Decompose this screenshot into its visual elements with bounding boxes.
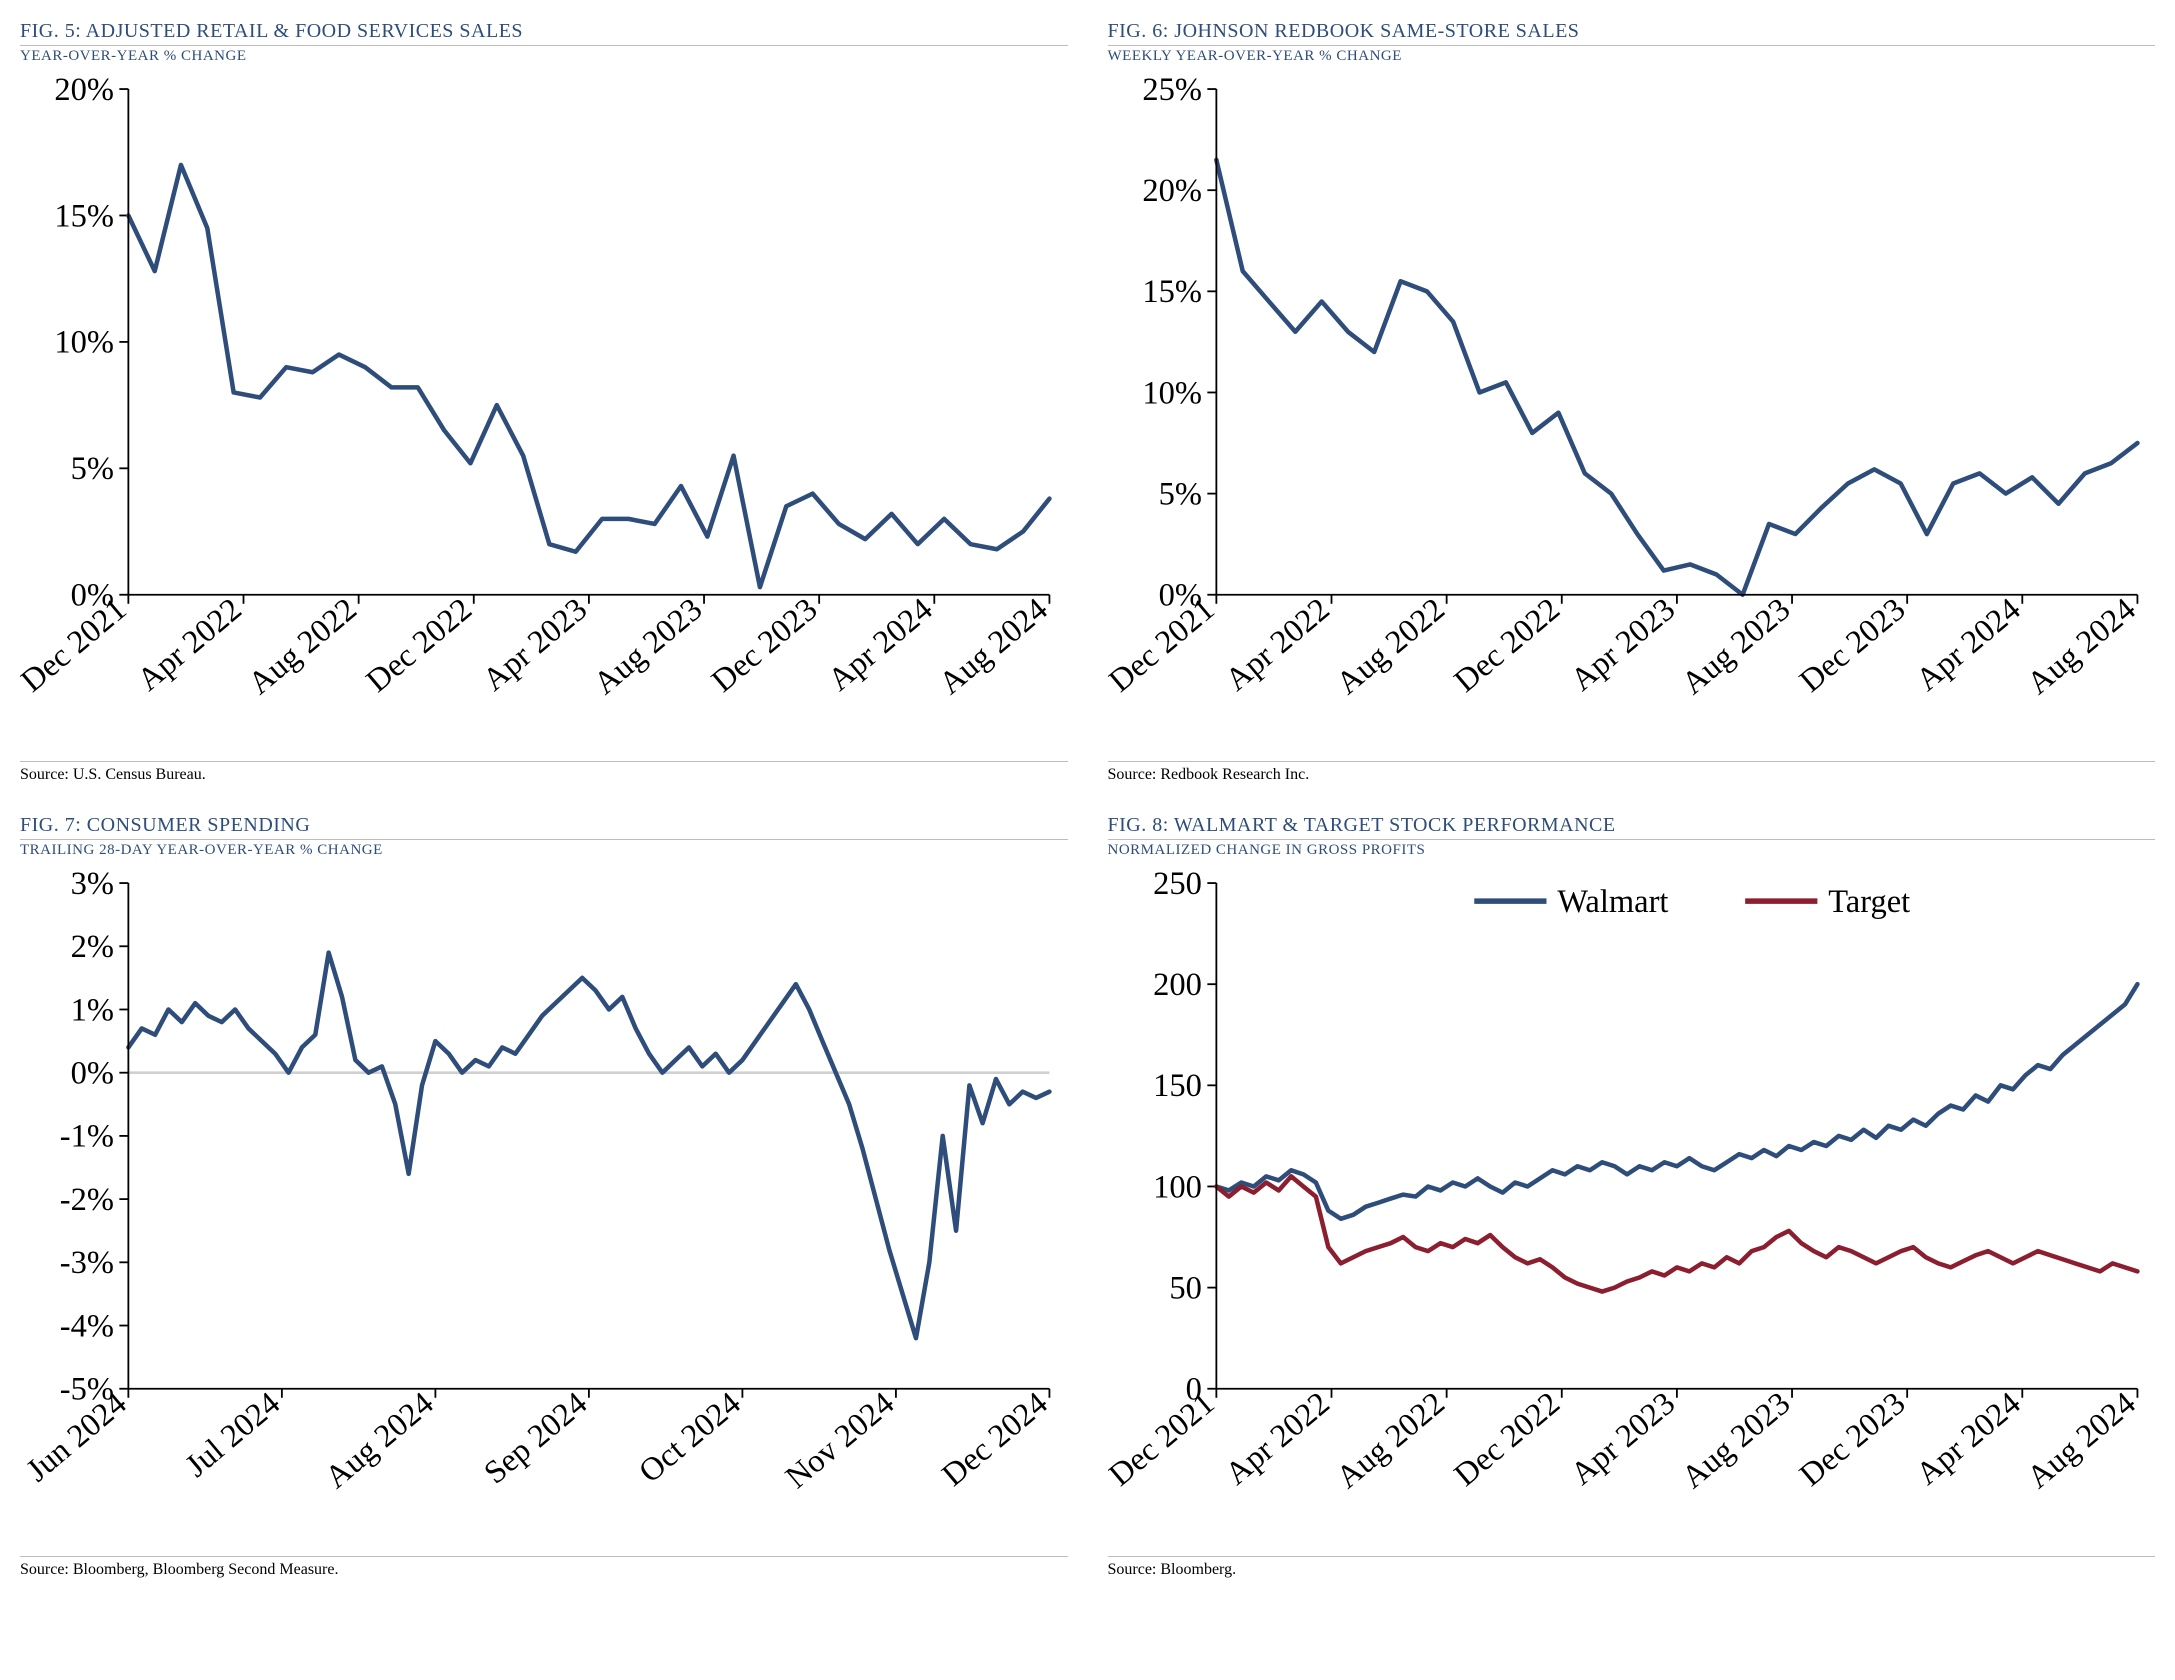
svg-text:Aug 2024: Aug 2024 [318, 1386, 440, 1497]
svg-text:Aug 2023: Aug 2023 [1675, 591, 1797, 702]
svg-text:Dec 2021: Dec 2021 [1108, 1386, 1222, 1494]
svg-text:10%: 10% [54, 325, 114, 361]
svg-text:0%: 0% [71, 1056, 114, 1092]
fig6-title: FIG. 6: JOHNSON REDBOOK SAME-STORE SALES [1108, 20, 2156, 46]
svg-text:Apr 2023: Apr 2023 [476, 591, 594, 698]
svg-text:Target: Target [1828, 884, 1910, 920]
svg-text:150: 150 [1153, 1068, 1202, 1104]
fig8-source: Source: Bloomberg. [1108, 1561, 2156, 1579]
svg-text:Dec 2023: Dec 2023 [1793, 1386, 1912, 1494]
svg-text:-1%: -1% [60, 1119, 114, 1155]
svg-text:Oct 2024: Oct 2024 [632, 1386, 747, 1491]
svg-text:Dec 2023: Dec 2023 [705, 591, 824, 699]
svg-text:-3%: -3% [60, 1245, 114, 1281]
svg-text:Dec 2022: Dec 2022 [1447, 1386, 1566, 1494]
svg-text:Aug 2024: Aug 2024 [933, 591, 1055, 702]
svg-text:10%: 10% [1142, 375, 1202, 411]
svg-text:-4%: -4% [60, 1309, 114, 1345]
fig6-subtitle: WEEKLY YEAR-OVER-YEAR % CHANGE [1108, 48, 2156, 65]
svg-text:Apr 2023: Apr 2023 [1564, 591, 1682, 698]
svg-text:5%: 5% [1158, 476, 1201, 512]
fig6-chart: 0%5%10%15%20%25%Dec 2021Apr 2022Aug 2022… [1108, 71, 2156, 762]
svg-text:Apr 2023: Apr 2023 [1564, 1386, 1682, 1493]
svg-text:200: 200 [1153, 967, 1202, 1003]
svg-text:Apr 2024: Apr 2024 [822, 591, 940, 698]
svg-text:Apr 2022: Apr 2022 [1218, 1386, 1336, 1493]
svg-text:Aug 2024: Aug 2024 [2020, 1386, 2142, 1497]
svg-text:Walmart: Walmart [1557, 884, 1668, 920]
svg-text:Aug 2023: Aug 2023 [1675, 1386, 1797, 1497]
fig7-subtitle: TRAILING 28-DAY YEAR-OVER-YEAR % CHANGE [20, 842, 1068, 859]
fig5-subtitle: YEAR-OVER-YEAR % CHANGE [20, 48, 1068, 65]
fig5-source: Source: U.S. Census Bureau. [20, 766, 1068, 784]
svg-text:Apr 2024: Apr 2024 [1909, 591, 2027, 698]
svg-text:Aug 2024: Aug 2024 [2020, 591, 2142, 702]
fig6-panel: FIG. 6: JOHNSON REDBOOK SAME-STORE SALES… [1108, 20, 2156, 784]
svg-text:5%: 5% [71, 451, 114, 487]
svg-text:20%: 20% [1142, 173, 1202, 209]
fig8-subtitle: NORMALIZED CHANGE IN GROSS PROFITS [1108, 842, 2156, 859]
fig7-panel: FIG. 7: CONSUMER SPENDING TRAILING 28-DA… [20, 814, 1068, 1578]
fig8-panel: FIG. 8: WALMART & TARGET STOCK PERFORMAN… [1108, 814, 2156, 1578]
fig7-source: Source: Bloomberg, Bloomberg Second Meas… [20, 1561, 1068, 1579]
svg-text:100: 100 [1153, 1170, 1202, 1206]
svg-text:250: 250 [1153, 866, 1202, 902]
svg-text:15%: 15% [1142, 274, 1202, 310]
svg-text:Dec 2023: Dec 2023 [1793, 591, 1912, 699]
svg-text:Nov 2024: Nov 2024 [779, 1386, 901, 1497]
svg-text:Aug 2022: Aug 2022 [242, 591, 364, 702]
fig5-title: FIG. 5: ADJUSTED RETAIL & FOOD SERVICES … [20, 20, 1068, 46]
fig7-chart: -5%-4%-3%-2%-1%0%1%2%3%Jun 2024Jul 2024A… [20, 865, 1068, 1556]
svg-text:Aug 2023: Aug 2023 [587, 591, 709, 702]
fig8-chart: 050100150200250Dec 2021Apr 2022Aug 2022D… [1108, 865, 2156, 1556]
svg-text:Apr 2022: Apr 2022 [1218, 591, 1336, 698]
svg-text:50: 50 [1169, 1271, 1202, 1307]
svg-text:Dec 2022: Dec 2022 [360, 591, 479, 699]
fig8-title: FIG. 8: WALMART & TARGET STOCK PERFORMAN… [1108, 814, 2156, 840]
svg-text:25%: 25% [1142, 72, 1202, 108]
svg-text:20%: 20% [54, 72, 114, 108]
fig6-source: Source: Redbook Research Inc. [1108, 766, 2156, 784]
svg-text:Dec 2022: Dec 2022 [1447, 591, 1566, 699]
svg-text:3%: 3% [71, 866, 114, 902]
svg-text:15%: 15% [54, 198, 114, 234]
svg-text:Aug 2022: Aug 2022 [1329, 1386, 1451, 1497]
fig5-chart: 0%5%10%15%20%Dec 2021Apr 2022Aug 2022Dec… [20, 71, 1068, 762]
svg-text:Jul 2024: Jul 2024 [179, 1386, 287, 1485]
svg-text:Apr 2022: Apr 2022 [131, 591, 249, 698]
chart-grid: FIG. 5: ADJUSTED RETAIL & FOOD SERVICES … [20, 20, 2155, 1579]
svg-text:1%: 1% [71, 993, 114, 1029]
svg-text:Sep 2024: Sep 2024 [478, 1386, 595, 1492]
svg-text:Apr 2024: Apr 2024 [1909, 1386, 2027, 1493]
fig7-title: FIG. 7: CONSUMER SPENDING [20, 814, 1068, 840]
fig5-panel: FIG. 5: ADJUSTED RETAIL & FOOD SERVICES … [20, 20, 1068, 784]
svg-text:2%: 2% [71, 929, 114, 965]
svg-text:-2%: -2% [60, 1182, 114, 1218]
svg-text:Dec 2024: Dec 2024 [935, 1386, 1054, 1494]
svg-text:Aug 2022: Aug 2022 [1329, 591, 1451, 702]
